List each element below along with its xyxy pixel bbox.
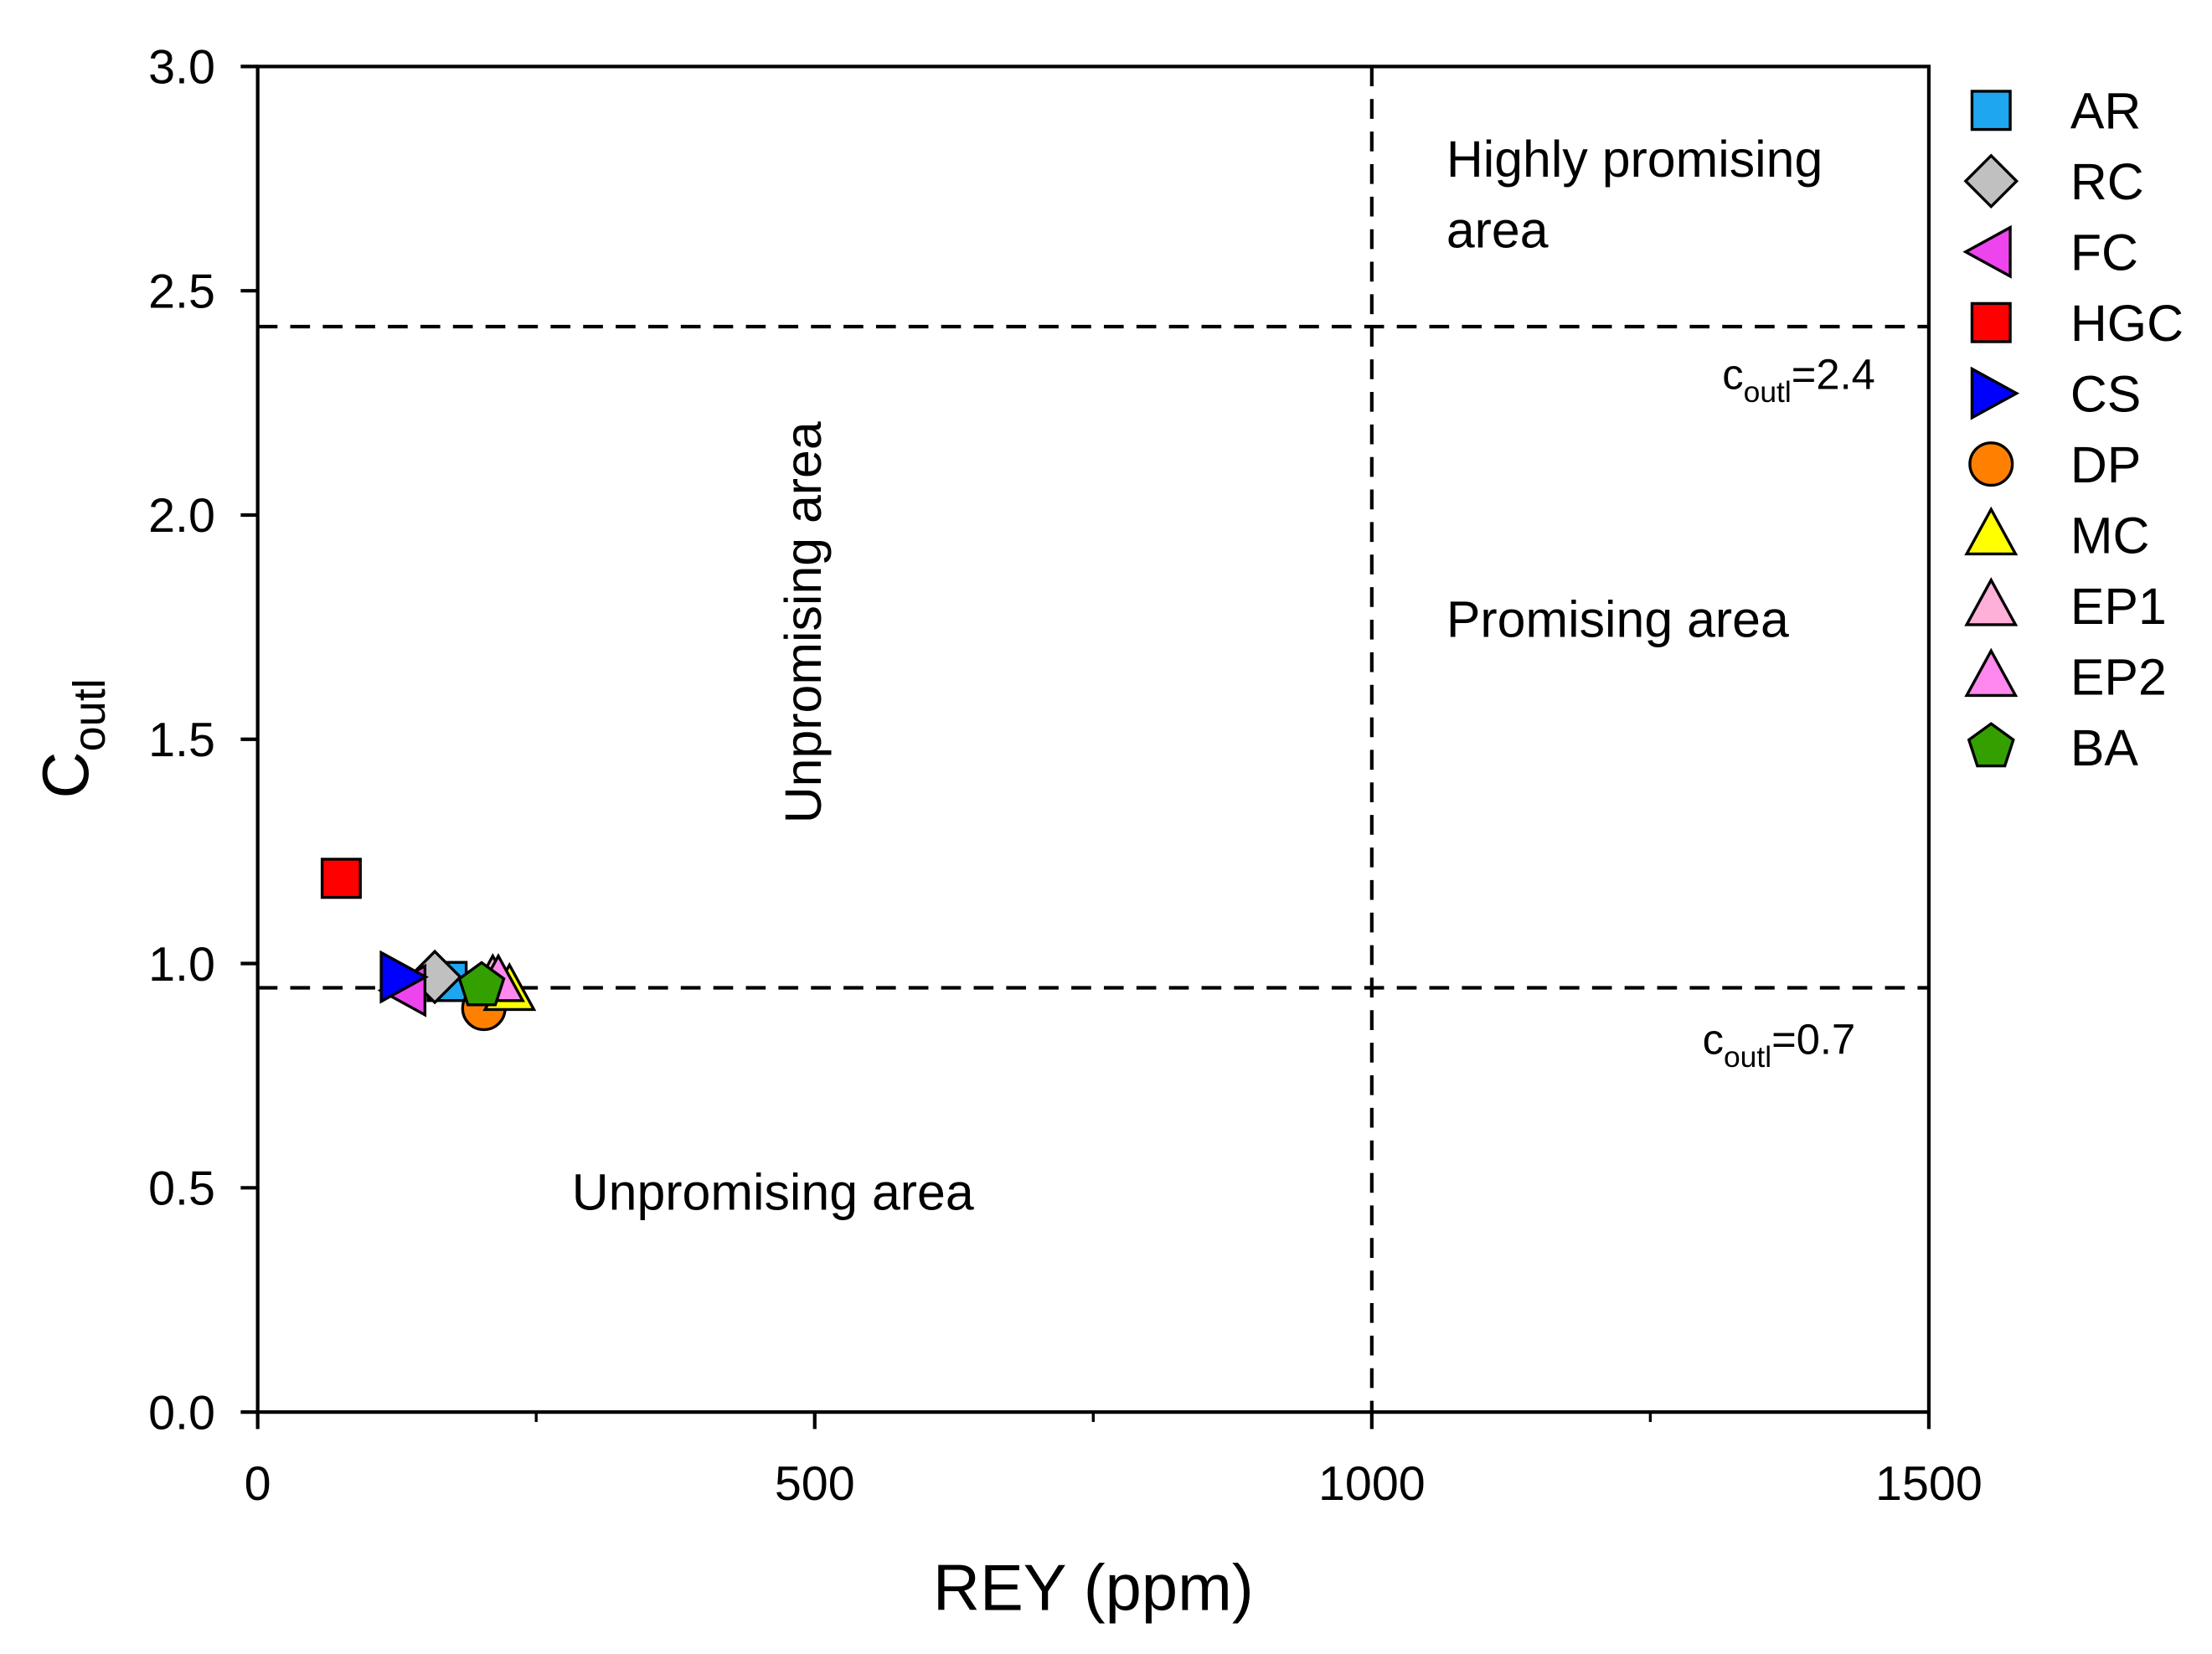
legend-marker	[1970, 90, 2012, 131]
x-tick-label: 1000	[1318, 1457, 1426, 1511]
legend-label: EP2	[2070, 649, 2167, 706]
legend-label: AR	[2070, 83, 2141, 140]
legend-marker	[1964, 506, 2019, 556]
region-label-line: Unpromising area	[775, 421, 832, 823]
legend-marker	[1970, 366, 2020, 420]
region-label: Promising area	[1446, 590, 1789, 647]
legend-label: RC	[2070, 153, 2144, 210]
line-label-sub: outl	[1744, 375, 1792, 409]
legend-marker	[1970, 301, 2012, 343]
legend-marker	[1968, 441, 2014, 487]
line-label-rest: =2.4	[1792, 351, 1875, 399]
x-tick-label: 1500	[1875, 1457, 1983, 1511]
x-axis-label: REY (ppm)	[933, 1553, 1254, 1625]
y-tick-label: 2.0	[148, 489, 215, 543]
line-label-main: c	[1722, 351, 1743, 399]
region-label-line: area	[1446, 202, 1549, 259]
x-tick-label: 500	[775, 1457, 855, 1511]
region-label-line: Highly promising	[1446, 131, 1823, 188]
legend-label: HGC	[2070, 295, 2184, 352]
line-label: coutl=0.7	[1703, 1016, 1856, 1074]
region-label: Highly promising area	[1446, 131, 1823, 258]
legend-label: CS	[2070, 366, 2141, 423]
legend-marker	[1967, 722, 2015, 768]
legend-marker	[1964, 577, 2019, 626]
legend-label: FC	[2070, 224, 2138, 281]
legend-marker	[1964, 647, 2019, 698]
y-tick-label: 1.0	[148, 938, 215, 992]
y-tick-label: 1.5	[148, 714, 215, 767]
y-axis-label: Coutl	[30, 678, 115, 798]
data-point	[320, 858, 362, 899]
region-label: Unpromising area	[572, 1164, 974, 1221]
y-tick-label: 0.5	[148, 1162, 215, 1216]
legend-marker	[1963, 153, 2019, 209]
region-label-line: Promising area	[1446, 590, 1789, 647]
line-label-rest: =0.7	[1771, 1016, 1855, 1064]
legend-label: MC	[2070, 508, 2150, 564]
region-label: Unpromising area	[775, 421, 832, 823]
legend-label: EP1	[2070, 578, 2167, 635]
data-point	[457, 961, 506, 1007]
legend-label: DP	[2070, 436, 2141, 493]
legend-marker	[1962, 224, 2012, 279]
y-tick-label: 3.0	[148, 41, 215, 95]
line-label-sub: outl	[1724, 1040, 1771, 1074]
data-point	[379, 950, 429, 1004]
y-axis-label-main: C	[30, 751, 102, 798]
y-tick-label: 2.5	[148, 265, 215, 318]
x-tick-label: 0	[245, 1457, 271, 1511]
line-label-main: c	[1703, 1016, 1724, 1064]
legend-label: BA	[2070, 719, 2139, 776]
plot-frame	[255, 64, 1931, 1414]
y-axis-label-sub: outl	[64, 678, 115, 751]
line-label: coutl=2.4	[1722, 351, 1875, 409]
y-tick-label: 0.0	[148, 1386, 215, 1440]
region-label-line: Unpromising area	[572, 1164, 974, 1221]
